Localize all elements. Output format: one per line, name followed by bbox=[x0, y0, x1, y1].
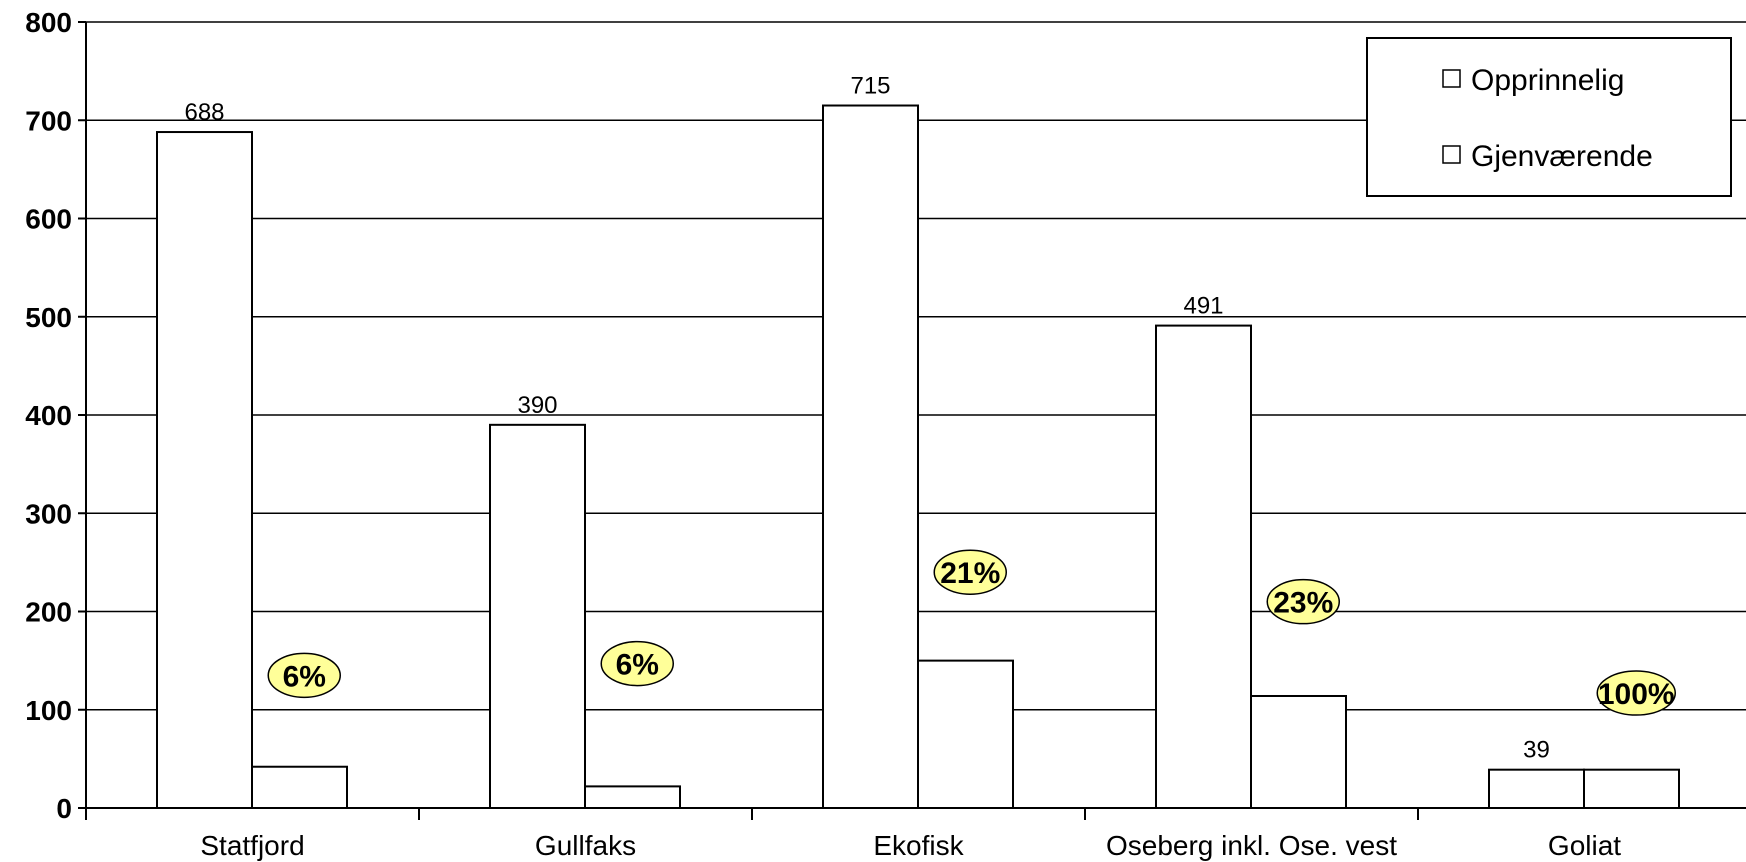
percent-label-3: 23% bbox=[1273, 587, 1333, 620]
y-tick-label-100: 100 bbox=[25, 695, 72, 726]
legend: Opprinnelig Gjenværende bbox=[1366, 37, 1732, 197]
bar-opprinnelig-0 bbox=[156, 131, 253, 810]
bar-gjenværende-4 bbox=[1583, 768, 1680, 809]
bar-opprinnelig-4 bbox=[1488, 768, 1585, 809]
y-tick-label-600: 600 bbox=[25, 204, 72, 235]
percent-label-0: 6% bbox=[283, 660, 326, 693]
bar-gjenværende-0 bbox=[251, 765, 348, 809]
percent-bubble-4 bbox=[1596, 670, 1676, 716]
y-tick-label-200: 200 bbox=[25, 597, 72, 628]
y-tick-label-0: 0 bbox=[56, 793, 72, 824]
legend-label-opprinnelig: Opprinnelig bbox=[1471, 64, 1624, 97]
data-labels: 688 390 715 491 39 bbox=[184, 73, 1549, 764]
percent-label-2: 21% bbox=[940, 557, 1000, 590]
percent-bubble-0 bbox=[267, 652, 341, 699]
y-tick-label-300: 300 bbox=[25, 498, 72, 529]
data-label-2: 715 bbox=[850, 73, 890, 100]
bars bbox=[156, 104, 1680, 810]
bar-opprinnelig-1 bbox=[489, 423, 586, 809]
bar-opprinnelig-3 bbox=[1155, 324, 1252, 809]
data-label-3: 491 bbox=[1183, 293, 1223, 320]
bar-gjenværende-3 bbox=[1250, 694, 1347, 809]
bar-gjenværende-1 bbox=[584, 785, 681, 810]
percent-bubble-1 bbox=[600, 640, 674, 687]
category-label-3: Oseberg inkl. Ose. vest bbox=[1106, 830, 1397, 861]
data-label-0: 688 bbox=[184, 99, 224, 126]
percent-bubble-3 bbox=[1266, 578, 1340, 625]
percent-label-4: 100% bbox=[1598, 678, 1675, 711]
data-label-4: 39 bbox=[1523, 737, 1550, 764]
bar-opprinnelig-2 bbox=[822, 104, 919, 809]
y-tick-label-400: 400 bbox=[25, 400, 72, 431]
data-label-1: 390 bbox=[517, 392, 557, 419]
x-axis-labels: Statfjord Gullfaks Ekofisk Oseberg inkl. Os… bbox=[200, 830, 1621, 861]
y-tick-label-500: 500 bbox=[25, 302, 72, 333]
category-label-2: Ekofisk bbox=[873, 830, 964, 861]
legend-swatch-opprinnelig bbox=[1442, 69, 1461, 88]
y-tick-label-800: 800 bbox=[25, 7, 72, 38]
bar-gjenværende-2 bbox=[917, 659, 1014, 809]
percent-bubble-2 bbox=[933, 549, 1007, 595]
y-axis-ticks: 0 100 200 300 400 500 600 700 800 bbox=[25, 7, 86, 824]
category-label-0: Statfjord bbox=[200, 830, 304, 861]
percent-label-1: 6% bbox=[616, 649, 659, 682]
percent-annotations: 6% 6% 21% 23% 100% bbox=[267, 549, 1676, 716]
legend-box bbox=[1366, 37, 1732, 197]
category-label-1: Gullfaks bbox=[535, 830, 636, 861]
legend-label-gjenvaerende: Gjenværende bbox=[1471, 140, 1653, 173]
axes bbox=[85, 22, 1746, 820]
legend-swatch-gjenvaerende bbox=[1442, 145, 1461, 164]
y-tick-label-700: 700 bbox=[25, 105, 72, 136]
category-label-4: Goliat bbox=[1548, 830, 1621, 861]
